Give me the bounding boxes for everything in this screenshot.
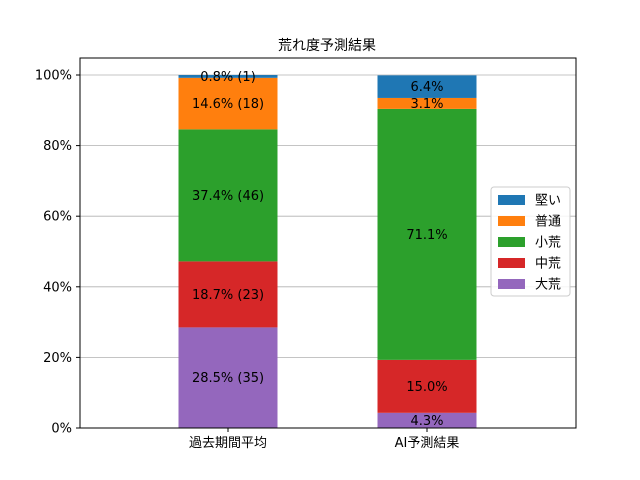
y-axis: 0% 20% 40% 60% 80% 100%	[35, 69, 80, 437]
bar-segment	[377, 108, 477, 360]
segment-data-label: 15.0%	[406, 380, 447, 395]
bar-segment	[178, 75, 278, 78]
y-tick-label: 20%	[43, 351, 72, 366]
segment-data-label: 28.5% (35)	[192, 371, 264, 386]
legend-label: 堅い	[535, 194, 561, 209]
bar-segment	[178, 261, 278, 328]
legend-label: 小荒	[535, 236, 561, 251]
legend-label: 普通	[535, 215, 561, 230]
segment-data-label: 18.7% (23)	[192, 288, 264, 303]
segment-data-label: 14.6% (18)	[192, 97, 264, 112]
bar-segment	[377, 359, 477, 413]
bar-segment	[377, 97, 477, 109]
plot-frame	[79, 57, 577, 429]
y-tick-label: 40%	[43, 280, 72, 295]
bar-segment	[377, 75, 477, 98]
legend-swatch	[498, 195, 525, 205]
segment-data-label: 0.8% (1)	[200, 70, 256, 85]
legend-swatch	[498, 216, 525, 226]
x-tick-label: 過去期間平均	[189, 436, 267, 451]
segment-data-label: 3.1%	[410, 97, 443, 112]
x-axis: 過去期間平均 AI予測結果	[189, 428, 459, 451]
legend-swatch	[498, 279, 525, 289]
bar-segment	[178, 129, 278, 262]
y-tick-label: 60%	[43, 210, 72, 225]
bar-segment	[178, 327, 278, 428]
chart-title: 荒れ度予測結果	[278, 38, 376, 54]
x-tick-label: AI予測結果	[395, 436, 460, 451]
legend-label: 中荒	[535, 257, 561, 272]
segment-data-label: 6.4%	[410, 80, 443, 95]
legend-label: 大荒	[535, 278, 561, 293]
y-tick-label: 80%	[43, 139, 72, 154]
segment-data-label: 71.1%	[406, 228, 447, 243]
y-tick-label: 0%	[51, 422, 72, 437]
segment-labels: 28.5% (35) 18.7% (23) 37.4% (46) 14.6% (18)…	[192, 70, 448, 429]
bars	[178, 75, 477, 428]
legend-swatch	[498, 237, 525, 247]
legend-swatch	[498, 258, 525, 268]
segment-data-label: 4.3%	[410, 414, 443, 429]
bar-segment	[377, 412, 477, 428]
legend-box	[490, 186, 571, 297]
segment-data-label: 37.4% (46)	[192, 189, 264, 204]
bar-segment	[178, 77, 278, 130]
y-tick-label: 100%	[35, 69, 72, 84]
